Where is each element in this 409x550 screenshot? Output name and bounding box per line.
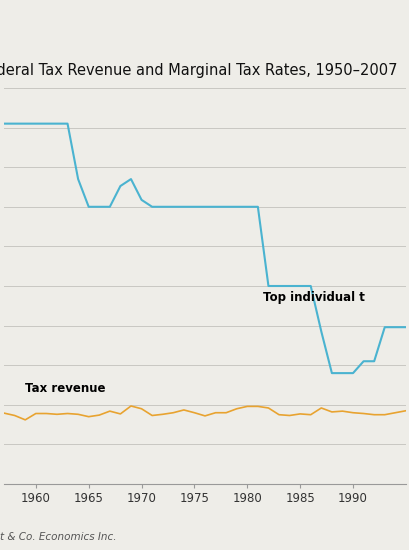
- Text: Tax revenue: Tax revenue: [25, 382, 106, 395]
- Text: t & Co. Economics Inc.: t & Co. Economics Inc.: [0, 532, 116, 542]
- Text: Federal Tax Revenue and Marginal Tax Rates, 1950–2007: Federal Tax Revenue and Marginal Tax Rat…: [0, 63, 396, 78]
- Text: Top individual t: Top individual t: [263, 292, 364, 304]
